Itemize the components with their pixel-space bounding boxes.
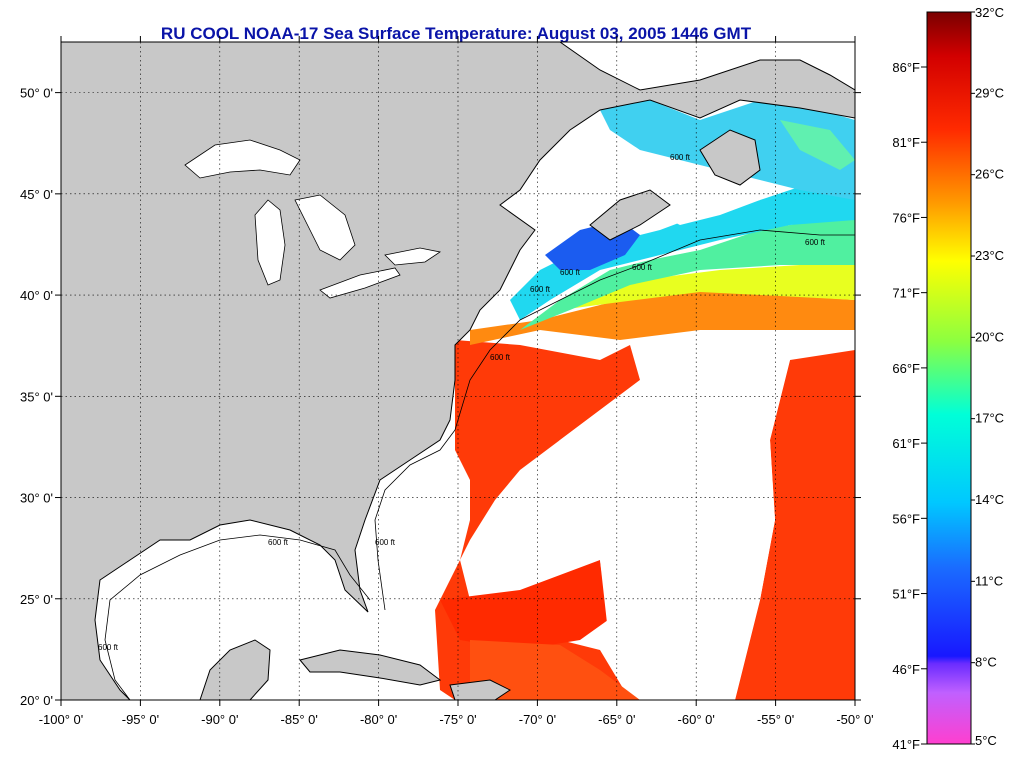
- contour-label: 600 ft: [375, 538, 396, 547]
- colorbar-celsius-label: 26°C: [975, 167, 1004, 182]
- sst-warm-region-south: [470, 640, 640, 700]
- sst-transition-orange: [470, 290, 855, 345]
- contour-labels: 600 ft 600 ft 600 ft 600 ft 600 ft 600 f…: [98, 153, 826, 652]
- colorbar-fahrenheit-labels: 86°F 81°F 76°F 71°F 66°F 61°F 56°F 51°F 46°F 41°F: [892, 60, 927, 752]
- colorbar-fahrenheit-label: 71°F: [892, 286, 920, 301]
- colorbar-celsius-label: 29°C: [975, 85, 1004, 100]
- colorbar-celsius-labels: 32°C 29°C 26°C 23°C 20°C 17°C 14°C 11°C 8°C 5°C: [971, 5, 1004, 748]
- lake-erie: [319, 267, 401, 299]
- colorbar-fahrenheit-label: 46°F: [892, 662, 920, 677]
- y-axis: 50° 0' 45° 0' 40° 0' 35° 0' 30° 0' 25° 0' 20° …: [20, 86, 861, 708]
- x-tick-label: -85° 0': [281, 712, 318, 727]
- lake-superior: [184, 139, 301, 179]
- sst-cool-shelf-green: [520, 220, 855, 330]
- sst-north-patch-green: [780, 120, 855, 170]
- y-tick-label: 30° 0': [20, 491, 53, 506]
- lake-huron: [294, 194, 356, 261]
- sst-cool-shelf-cyan: [510, 170, 855, 320]
- lake-ontario: [384, 247, 442, 266]
- x-axis: -100° 0' -95° 0' -90° 0' -85° 0' -80° 0' -75°…: [39, 36, 874, 727]
- colorbar-fahrenheit-label: 66°F: [892, 361, 920, 376]
- land-cuba: [299, 649, 442, 686]
- land-nova-scotia: [589, 189, 671, 241]
- contour-label: 600 ft: [670, 153, 691, 162]
- land-north-america: [61, 42, 855, 700]
- contour-label: 600 ft: [560, 268, 581, 277]
- y-tick-label: 35° 0': [20, 389, 53, 404]
- x-tick-label: -75° 0': [439, 712, 476, 727]
- x-tick-label: -80° 0': [360, 712, 397, 727]
- colorbar-celsius-label: 8°C: [975, 655, 997, 670]
- x-tick-label: -70° 0': [519, 712, 556, 727]
- map-plot-area: 600 ft 600 ft 600 ft 600 ft 600 ft 600 f…: [61, 42, 855, 700]
- colorbar-fahrenheit-label: 51°F: [892, 587, 920, 602]
- cloud-mass-central: [520, 350, 790, 700]
- x-tick-label: -95° 0': [122, 712, 159, 727]
- x-tick-label: -90° 0': [201, 712, 238, 727]
- colorbar-celsius-label: 5°C: [975, 733, 997, 748]
- x-tick-label: -100° 0': [39, 712, 84, 727]
- y-tick-label: 45° 0': [20, 187, 53, 202]
- land-newfoundland: [699, 129, 761, 186]
- contour-label: 600 ft: [268, 538, 289, 547]
- colorbar-celsius-label: 23°C: [975, 248, 1004, 263]
- colorbar-fahrenheit-label: 76°F: [892, 210, 920, 225]
- y-tick-label: 50° 0': [20, 86, 53, 101]
- land-hispaniola: [449, 679, 511, 700]
- contour-label: 600 ft: [98, 643, 119, 652]
- colorbar-fahrenheit-label: 56°F: [892, 511, 920, 526]
- isobath-600ft-gulf: [104, 534, 371, 700]
- x-tick-label: -50° 0': [836, 712, 873, 727]
- isobath-600ft-southeast: [374, 429, 456, 611]
- contour-label: 600 ft: [632, 263, 653, 272]
- y-tick-label: 20° 0': [20, 693, 53, 708]
- sst-transition-yellow: [560, 265, 855, 310]
- cloud-mass-north: [640, 170, 760, 225]
- sst-warm-region-east: [735, 350, 855, 700]
- x-tick-label: -60° 0': [678, 712, 715, 727]
- colorbar-celsius-label: 14°C: [975, 492, 1004, 507]
- lake-michigan: [254, 199, 286, 286]
- contour-label: 600 ft: [805, 238, 826, 247]
- contour-label: 600 ft: [490, 353, 511, 362]
- map-title: RU COOL NOAA-17 Sea Surface Temperature:…: [161, 24, 752, 43]
- graticule-grid: [61, 42, 855, 700]
- colorbar-celsius-label: 32°C: [975, 5, 1004, 20]
- colorbar-fahrenheit-label: 61°F: [892, 436, 920, 451]
- isobath-600ft-atlantic: [454, 229, 855, 431]
- colorbar-celsius-label: 17°C: [975, 411, 1004, 426]
- colorbar-gradient: [926, 11, 972, 745]
- contour-label: 600 ft: [530, 285, 551, 294]
- x-tick-label: -65° 0': [598, 712, 635, 727]
- x-tick-label: -55° 0': [757, 712, 794, 727]
- colorbar-celsius-label: 11°C: [975, 573, 1003, 588]
- colorbar-fahrenheit-label: 41°F: [892, 737, 920, 752]
- land-mexico-yucatan: [199, 639, 271, 700]
- colorbar: 32°C 29°C 26°C 23°C 20°C 17°C 14°C 11°C 8°C 5°C 8…: [892, 5, 1004, 752]
- y-tick-label: 40° 0': [20, 288, 53, 303]
- colorbar-fahrenheit-label: 86°F: [892, 60, 920, 75]
- colorbar-fahrenheit-label: 81°F: [892, 135, 920, 150]
- sst-warm-region-bahamas: [440, 560, 608, 650]
- colorbar-celsius-label: 20°C: [975, 329, 1004, 344]
- y-tick-label: 25° 0': [20, 592, 53, 607]
